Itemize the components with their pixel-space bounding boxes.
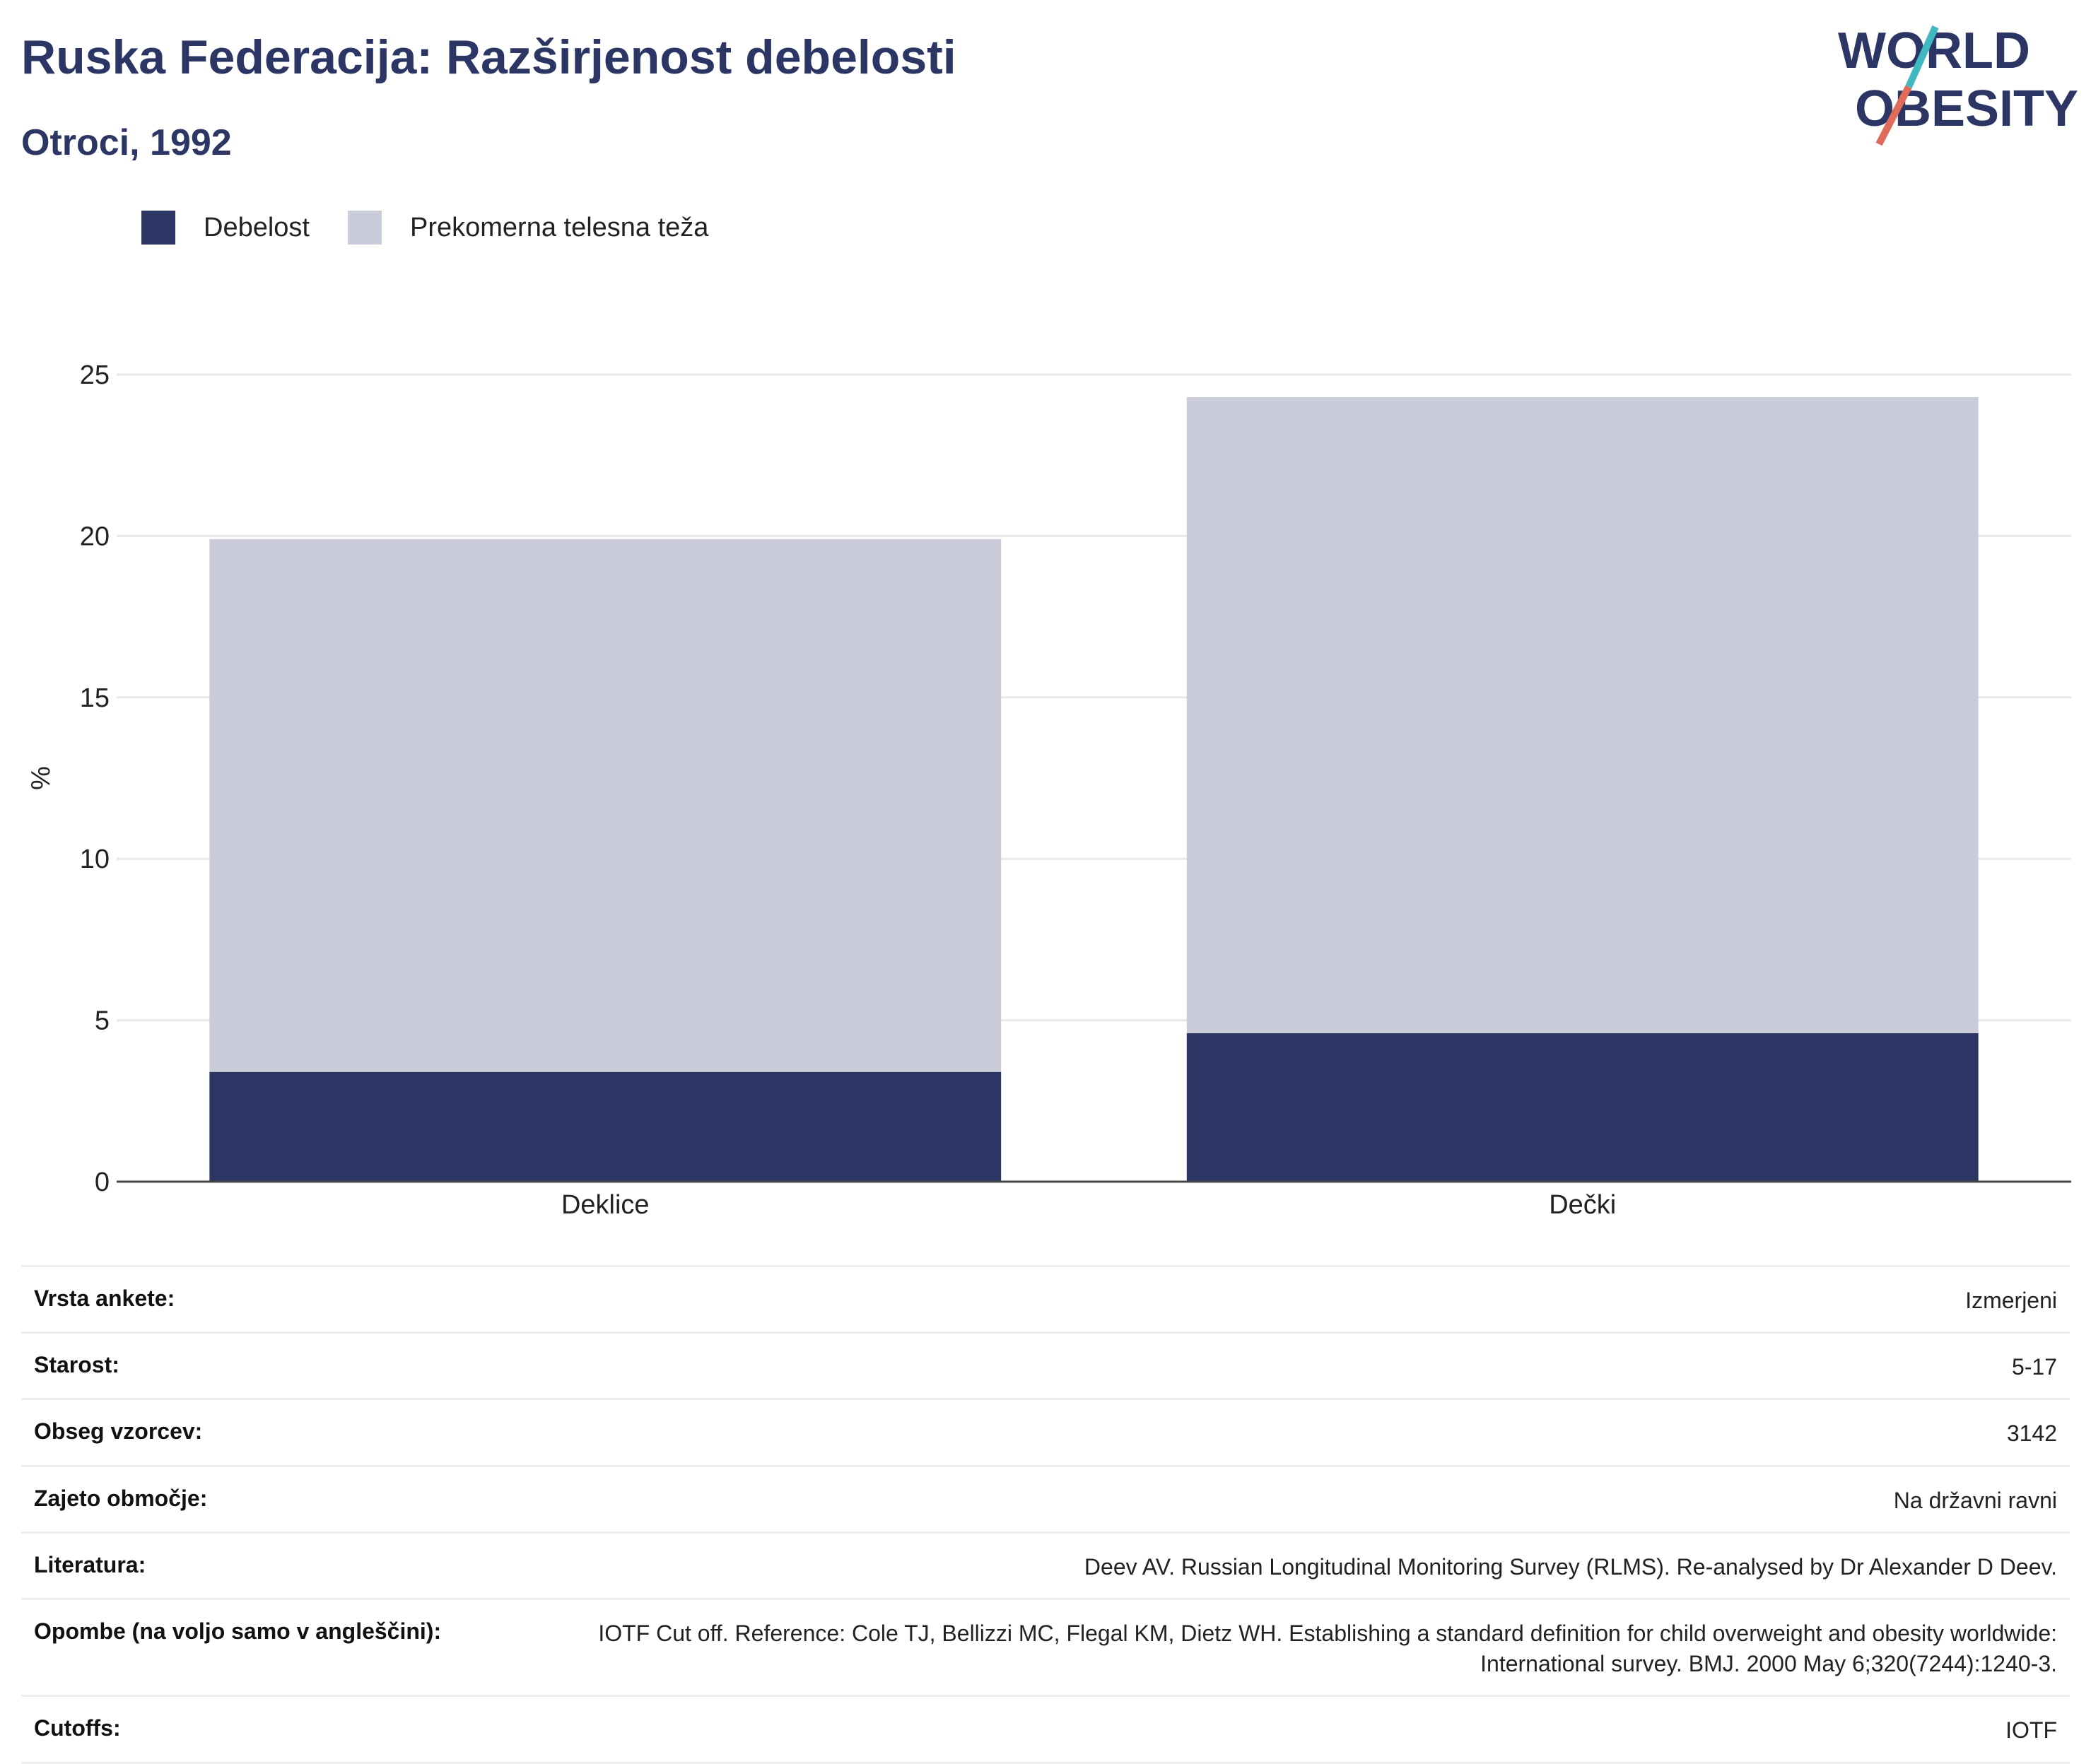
info-row-cutoffs: Cutoffs: IOTF [21, 1697, 2070, 1764]
info-key: Vrsta ankete: [34, 1286, 175, 1311]
world-obesity-logo: WORLD OBESITY [1838, 23, 2078, 146]
bar-obesity [209, 1071, 1002, 1182]
bar-overweight [209, 539, 1002, 1072]
info-row-survey-type: Vrsta ankete: Izmerjeni [21, 1265, 2070, 1334]
bar-chart: 0 5 10 15 20 25% Deklice Dečki [26, 360, 2071, 1220]
logo-slash-teal [1905, 25, 1939, 89]
y-tick-label: 15 [80, 683, 110, 713]
info-value: 3142 [2006, 1421, 2057, 1447]
y-tick-label: 25 [80, 360, 110, 390]
y-tick-label: 0 [95, 1168, 110, 1197]
legend-label-overweight: Prekomerna telesna teža [409, 212, 709, 242]
info-row-notes: Opombe (na voljo samo v angleščini): IOT… [21, 1600, 2070, 1698]
info-key: Literatura: [34, 1551, 146, 1577]
info-value: Deev AV. Russian Longitudinal Monitoring… [1084, 1553, 2057, 1580]
logo-line2: OBESITY [1855, 81, 2078, 137]
logo-slash-coral [1875, 85, 1912, 146]
info-key: Cutoffs: [34, 1715, 121, 1741]
info-key: Opombe (na voljo samo v angleščini): [34, 1618, 442, 1644]
info-value: 5-17 [2011, 1354, 2057, 1380]
info-value: Izmerjeni [1965, 1288, 2057, 1313]
y-tick-label: 5 [95, 1006, 110, 1036]
info-row-sample-size: Obseg vzorcev: 3142 [21, 1400, 2070, 1467]
legend-label-obesity: Debelost [204, 212, 310, 242]
x-tick-label: Dečki [1549, 1190, 1616, 1220]
x-tick-label: Deklice [561, 1190, 650, 1220]
info-value: IOTF [2005, 1717, 2057, 1744]
info-row-area: Zajeto območje: Na državni ravni [21, 1467, 2070, 1534]
info-row-age: Starost: 5-17 [21, 1334, 2070, 1401]
y-tick-label: 10 [80, 845, 110, 874]
chart-title: Ruska Federacija: Razširjenost debelosti [21, 30, 956, 84]
info-row-reference: Literatura: Deev AV. Russian Longitudina… [21, 1534, 2070, 1600]
legend-swatch-overweight [347, 211, 382, 245]
bar-overweight [1186, 396, 1979, 1033]
info-value: Na državni ravni [1893, 1487, 2057, 1513]
info-key: Obseg vzorcev: [34, 1418, 203, 1445]
chart-subtitle: Otroci, 1992 [21, 122, 232, 163]
y-axis-label: % [26, 766, 56, 790]
y-tick-label: 20 [80, 522, 110, 551]
chart-legend: Debelost Prekomerna telesna teža [141, 211, 746, 245]
info-table: Vrsta ankete: Izmerjeni Starost: 5-17 Ob… [21, 1265, 2070, 1764]
info-value: IOTF Cut off. Reference: Cole TJ, Belliz… [598, 1620, 2057, 1677]
info-key: Zajeto območje: [34, 1485, 208, 1511]
bar-obesity [1186, 1033, 1979, 1182]
legend-swatch-obesity [141, 211, 175, 245]
info-key: Starost: [34, 1352, 119, 1378]
